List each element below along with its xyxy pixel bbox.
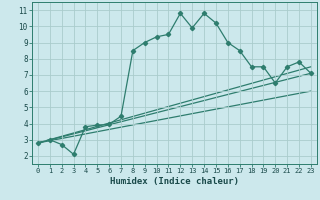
X-axis label: Humidex (Indice chaleur): Humidex (Indice chaleur) [110, 177, 239, 186]
